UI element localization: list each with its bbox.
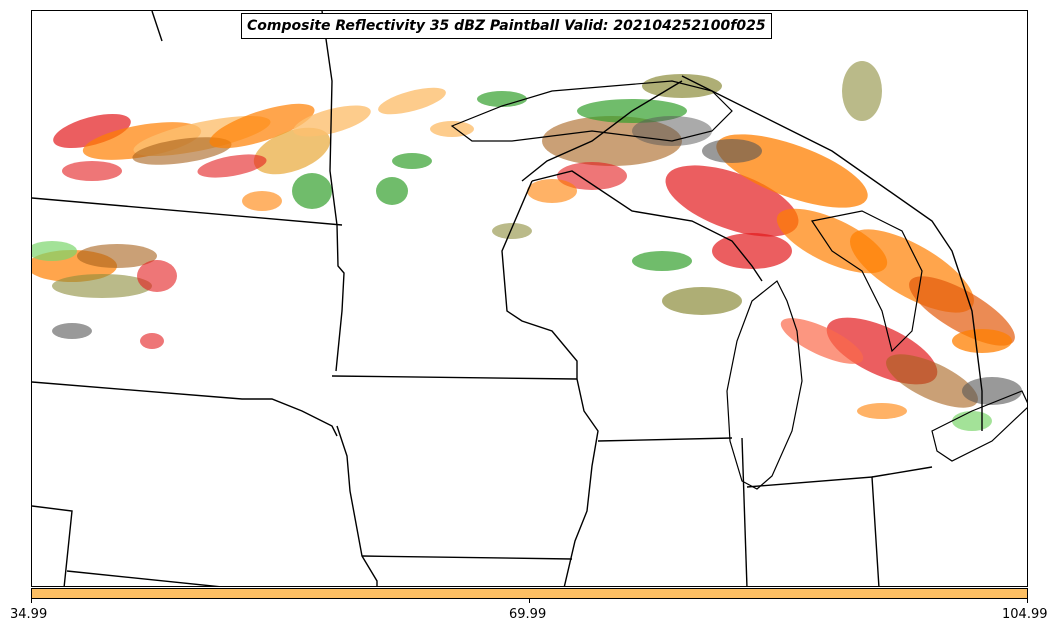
lake-superior — [450, 80, 733, 142]
paint-blob — [52, 323, 92, 339]
paint-blob — [242, 191, 282, 211]
paint-blob — [962, 377, 1022, 405]
reflectivity-paintball-layer — [32, 61, 1022, 431]
paint-blob — [702, 139, 762, 163]
colorbar-tick — [529, 599, 530, 603]
border-line — [361, 555, 573, 560]
paint-blob — [632, 251, 692, 271]
border-line — [741, 437, 748, 586]
paint-blob — [197, 154, 267, 178]
radar-map — [32, 11, 1027, 586]
chart-title: Composite Reflectivity 35 dBZ Paintball … — [241, 13, 772, 39]
colorbar-tick-label-max: 104.99 — [1002, 607, 1048, 622]
paint-blob — [378, 87, 446, 115]
paint-blob — [62, 161, 122, 181]
paint-blob — [292, 173, 332, 209]
border-line — [336, 425, 378, 586]
border-line — [871, 466, 933, 478]
colorbar-tick-label-mid: 69.99 — [509, 607, 547, 622]
border-line — [521, 80, 683, 182]
paint-blob — [527, 179, 577, 203]
paint-blob — [137, 260, 177, 292]
lake-erie — [931, 390, 1027, 462]
border-line — [331, 375, 578, 380]
border-line — [151, 11, 163, 42]
paint-blob — [32, 241, 77, 261]
paint-blob — [477, 91, 527, 107]
paint-blob — [712, 233, 792, 269]
paint-blob — [253, 127, 331, 175]
state-boundaries — [32, 11, 983, 586]
border-line — [597, 437, 733, 442]
paint-blob — [52, 274, 152, 298]
colorbar — [31, 588, 1028, 599]
paint-blob — [132, 137, 232, 165]
paint-blob — [53, 113, 131, 149]
paint-blob — [886, 354, 978, 408]
paint-blob — [392, 153, 432, 169]
paint-blob — [77, 244, 157, 268]
paint-blob — [557, 162, 627, 190]
paint-blob — [952, 411, 992, 431]
border-line — [32, 381, 338, 437]
paint-blob — [376, 177, 408, 205]
paint-blob — [909, 276, 1015, 346]
paint-blob — [662, 287, 742, 315]
border-line — [32, 197, 343, 226]
border-line — [746, 476, 880, 586]
paint-blob — [665, 165, 799, 237]
border-line — [681, 75, 983, 431]
paint-blob — [293, 105, 371, 137]
border-line — [531, 170, 763, 282]
paint-blob — [842, 61, 882, 121]
border-line — [563, 378, 599, 586]
lake-huron — [811, 210, 923, 353]
paint-blob — [492, 223, 532, 239]
border-line — [321, 11, 345, 372]
map-panel — [31, 10, 1028, 587]
colorbar-tick — [1027, 599, 1028, 603]
border-line — [501, 180, 578, 379]
paint-blob — [430, 121, 474, 137]
paint-blob — [857, 403, 907, 419]
border-line — [66, 570, 220, 586]
border-line — [32, 505, 73, 586]
paint-blob — [209, 103, 315, 149]
paint-blob — [780, 318, 864, 364]
paint-blob — [642, 74, 722, 98]
paint-blob — [140, 333, 164, 349]
colorbar-tick-label-min: 34.99 — [10, 607, 48, 622]
lake-michigan — [726, 280, 803, 490]
paint-blob — [952, 329, 1012, 353]
colorbar-tick — [31, 599, 32, 603]
